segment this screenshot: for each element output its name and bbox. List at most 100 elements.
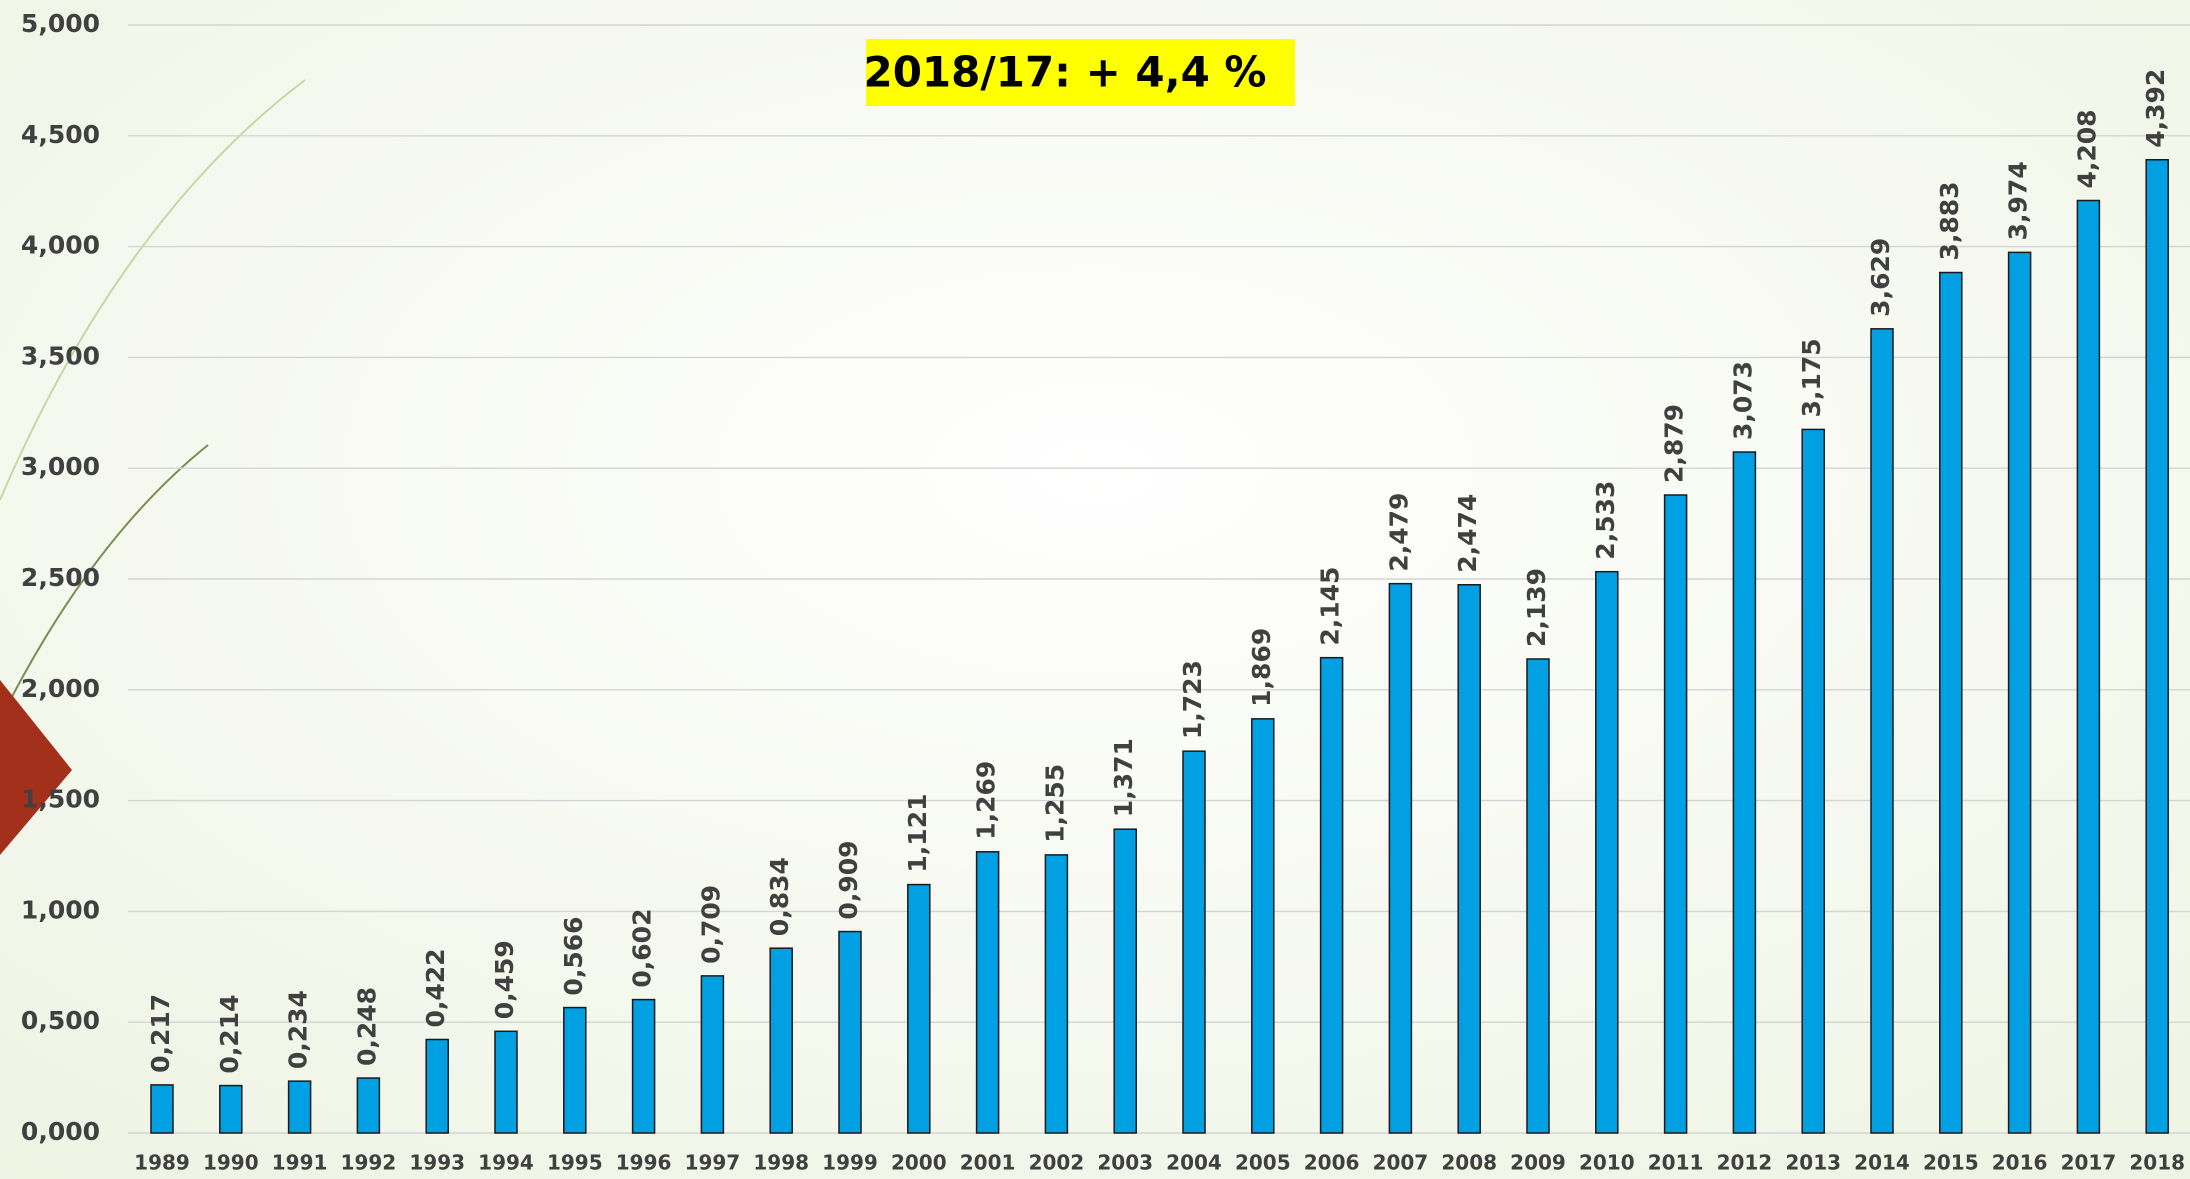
value-label: 4,208: [2072, 109, 2101, 188]
bar: [1871, 329, 1893, 1133]
x-tick-label: 1990: [203, 1151, 259, 1175]
value-label: 1,255: [1040, 764, 1069, 843]
value-label: 3,175: [1797, 338, 1826, 417]
value-label: 0,602: [628, 909, 657, 988]
y-tick-label: 0,500: [21, 1006, 100, 1035]
x-tick-label: 1994: [478, 1151, 534, 1175]
x-tick-label: 2012: [1717, 1151, 1773, 1175]
bar: [1114, 829, 1136, 1133]
value-label: 1,371: [1109, 738, 1138, 817]
value-label: 0,909: [834, 840, 863, 919]
x-tick-label: 1993: [409, 1151, 465, 1175]
value-label: 3,974: [2004, 161, 2033, 240]
bar: [564, 1008, 586, 1133]
x-tick-label: 2006: [1304, 1151, 1360, 1175]
value-label: 1,869: [1247, 628, 1276, 707]
x-tick-label: 1996: [616, 1151, 672, 1175]
bar: [1045, 855, 1067, 1133]
y-tick-label: 4,500: [21, 120, 100, 149]
x-tick-label: 2000: [891, 1151, 947, 1175]
value-label: 2,145: [1316, 567, 1345, 646]
y-tick-label: 3,000: [21, 452, 100, 481]
value-label: 1,121: [903, 794, 932, 873]
x-tick-label: 1997: [685, 1151, 741, 1175]
bar: [908, 885, 930, 1133]
x-tick-label: 2013: [1785, 1151, 1841, 1175]
y-tick-label: 3,500: [21, 341, 100, 370]
x-tick-label: 1989: [134, 1151, 190, 1175]
value-label: 3,883: [1935, 181, 1964, 260]
value-label: 3,629: [1866, 238, 1895, 317]
value-label: 2,533: [1591, 481, 1620, 560]
x-tick-label: 2005: [1235, 1151, 1291, 1175]
y-tick-label: 0,000: [21, 1117, 100, 1146]
y-tick-label: 5,000: [21, 9, 100, 38]
x-tick-label: 2001: [960, 1151, 1016, 1175]
value-label: 4,392: [2141, 69, 2170, 148]
value-label: 2,879: [1660, 404, 1689, 483]
x-tick-label: 2003: [1097, 1151, 1153, 1175]
value-label: 0,248: [352, 987, 381, 1066]
x-tick-label: 2008: [1441, 1151, 1497, 1175]
value-label: 0,217: [146, 994, 175, 1073]
bar: [770, 948, 792, 1133]
x-tick-label: 2009: [1510, 1151, 1566, 1175]
chart: 2018/17: + 4,4 % 0,000 0,500 1,000 1,500 2,0…: [0, 0, 2190, 1179]
bar: [1940, 273, 1962, 1133]
x-tick-label: 2004: [1166, 1151, 1222, 1175]
value-label: 0,709: [696, 885, 725, 964]
value-label: 3,073: [1728, 361, 1757, 440]
bar: [289, 1081, 311, 1133]
x-tick-label: 2010: [1579, 1151, 1635, 1175]
value-label: 0,459: [490, 940, 519, 1019]
x-tick-label: 2018: [2129, 1151, 2185, 1175]
x-tick-label: 2002: [1029, 1151, 1085, 1175]
value-label: 2,479: [1384, 493, 1413, 572]
x-tick-label: 2017: [2061, 1151, 2117, 1175]
bar: [220, 1086, 242, 1133]
y-tick-label: 2,500: [21, 563, 100, 592]
x-tick-label: 1995: [547, 1151, 603, 1175]
value-label: 0,422: [421, 948, 450, 1027]
y-tick-label: 2,000: [21, 674, 100, 703]
x-tick-label: 1991: [272, 1151, 328, 1175]
x-tick-label: 2014: [1854, 1151, 1910, 1175]
bar: [839, 932, 861, 1133]
bar: [426, 1039, 448, 1133]
bar: [1252, 719, 1274, 1133]
value-label: 1,269: [972, 761, 1001, 840]
x-tick-label: 1999: [822, 1151, 878, 1175]
value-label: 0,566: [559, 916, 588, 995]
bar: [2077, 201, 2099, 1133]
x-tick-label: 2016: [1992, 1151, 2048, 1175]
bar: [1458, 585, 1480, 1133]
annotation: 2018/17: + 4,4 %: [863, 48, 1266, 97]
value-label: 2,139: [1522, 568, 1551, 647]
value-label: 0,234: [284, 990, 313, 1069]
bar: [1527, 659, 1549, 1133]
bar: [1389, 584, 1411, 1133]
value-label: 0,214: [215, 994, 244, 1073]
y-tick-label: 1,500: [21, 785, 100, 814]
bar: [151, 1085, 173, 1133]
y-tick-label: 4,000: [21, 231, 100, 260]
value-label: 2,474: [1453, 494, 1482, 573]
bar: [495, 1031, 517, 1133]
value-label: 0,834: [765, 857, 794, 936]
x-tick-label: 2015: [1923, 1151, 1979, 1175]
x-tick-label: 2007: [1373, 1151, 1429, 1175]
bar: [701, 976, 723, 1133]
y-tick-label: 1,000: [21, 895, 100, 924]
x-tick-label: 1998: [753, 1151, 809, 1175]
bar: [633, 1000, 655, 1133]
x-tick-label: 2011: [1648, 1151, 1704, 1175]
bar: [1665, 495, 1687, 1133]
value-label: 1,723: [1178, 660, 1207, 739]
bar: [1321, 658, 1343, 1133]
x-tick-label: 1992: [341, 1151, 397, 1175]
bar: [2146, 160, 2168, 1133]
bar: [2009, 252, 2031, 1133]
background: [0, 0, 2190, 1179]
bar: [977, 852, 999, 1133]
bar: [1802, 429, 1824, 1133]
